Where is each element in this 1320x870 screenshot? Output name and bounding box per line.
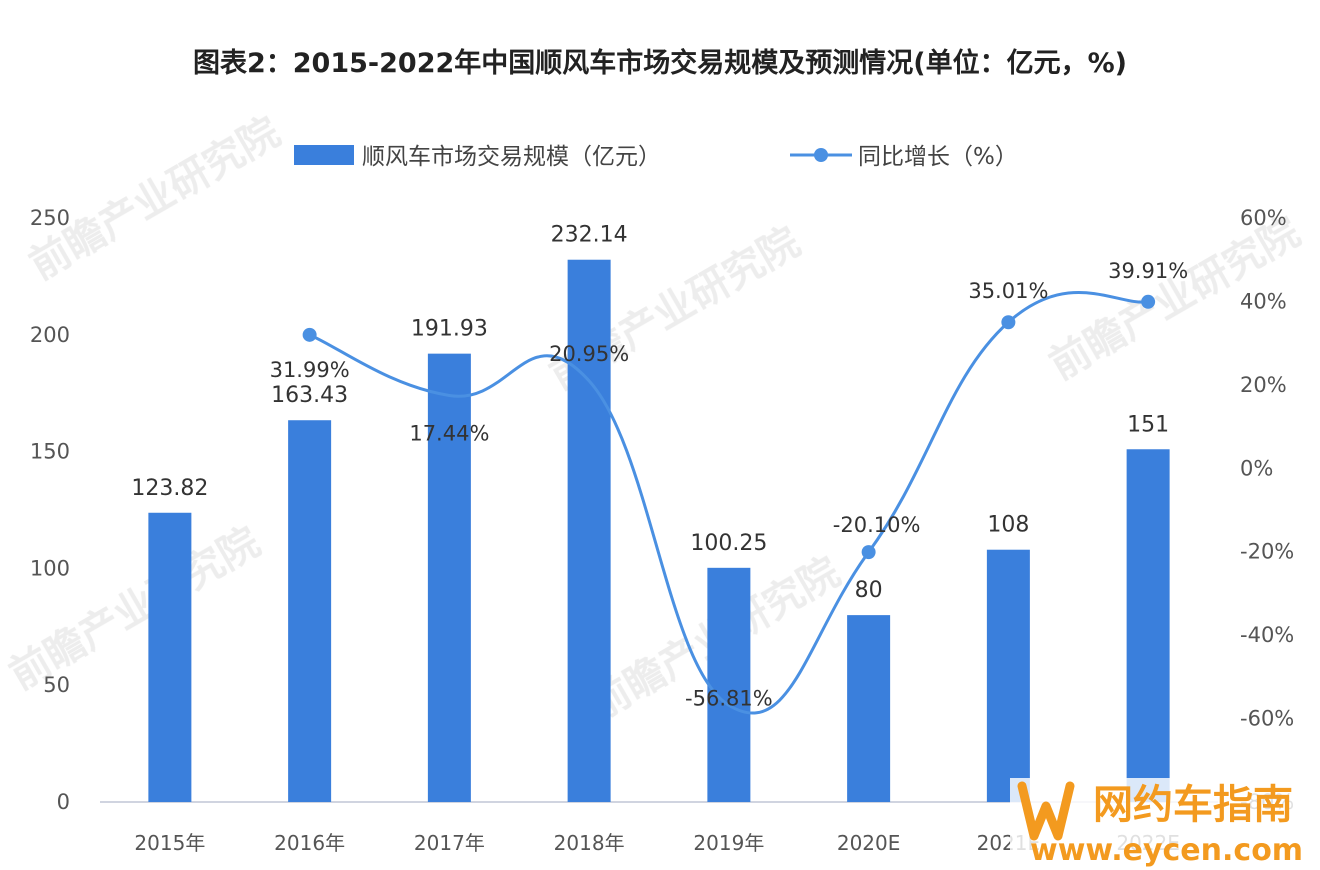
watermark-text-3: 前瞻产业研究院 (2, 519, 267, 699)
bar (288, 420, 332, 802)
growth-point (861, 545, 876, 560)
y-left-tick: 0 (57, 790, 70, 814)
legend-line-label: 同比增长（%） (858, 144, 1018, 170)
y-left-tick: 200 (30, 323, 70, 347)
y-right-tick: 20% (1240, 373, 1287, 397)
y-right-tick: 40% (1240, 289, 1287, 313)
legend-bar-swatch (294, 145, 354, 165)
logo-text: 网约车指南 (1093, 782, 1293, 828)
y-right-tick: -60% (1240, 707, 1294, 731)
legend-line-marker (814, 148, 828, 162)
logo-url: www.eycen.com (1030, 833, 1303, 868)
bar (1126, 449, 1170, 802)
growth-value-label: 20.95% (549, 342, 629, 366)
growth-value-label: 39.91% (1108, 259, 1188, 283)
x-tick: 2017年 (414, 831, 485, 855)
bar-value-label: 123.82 (131, 476, 208, 501)
growth-point (1141, 294, 1156, 309)
bar-value-label: 108 (987, 513, 1029, 538)
y-left-tick: 250 (30, 206, 70, 230)
site-logo: 网约车指南 www.eycen.com (1010, 778, 1320, 870)
bars (148, 259, 1170, 802)
x-tick: 2015年 (134, 831, 205, 855)
x-tick: 2019年 (693, 831, 764, 855)
bar (427, 353, 471, 802)
bar (148, 512, 192, 802)
growth-line (302, 290, 1156, 715)
y-right-tick: 60% (1240, 206, 1287, 230)
x-tick: 2020E (837, 831, 901, 855)
growth-value-label: 31.99% (270, 358, 350, 382)
bar (567, 259, 611, 802)
legend: 顺风车市场交易规模（亿元） 同比增长（%） (294, 144, 1018, 170)
growth-value-label: 17.44% (409, 422, 489, 446)
x-tick: 2016年 (274, 831, 345, 855)
y-right-tick: -40% (1240, 623, 1294, 647)
growth-point (302, 327, 317, 342)
bar-value-label: 80 (855, 578, 883, 603)
y-left-tick: 50 (43, 673, 70, 697)
bar-value-label: 232.14 (551, 223, 628, 248)
chart-title: 图表2：2015-2022年中国顺风车市场交易规模及预测情况(单位：亿元，%) (193, 47, 1127, 79)
growth-value-label: -56.81% (685, 686, 773, 710)
legend-bar-label: 顺风车市场交易规模（亿元） (362, 144, 661, 170)
watermark: 前瞻产业研究院 前瞻产业研究院 前瞻产业研究院 前瞻产业研究院 前瞻产业研究院 (2, 109, 1307, 729)
bar (707, 567, 751, 802)
growth-point (1001, 315, 1016, 330)
watermark-text-1: 前瞻产业研究院 (22, 109, 287, 289)
growth-value-label: 35.01% (968, 279, 1048, 303)
bar-value-label: 151 (1127, 412, 1169, 437)
growth-line-path (309, 290, 1149, 715)
bar-value-label: 191.93 (411, 317, 488, 342)
y-left-tick: 150 (30, 440, 70, 464)
bar (847, 615, 891, 802)
y-right-tick: -20% (1240, 540, 1294, 564)
y-right-tick: 0% (1240, 456, 1273, 480)
growth-value-label: -20.10% (833, 513, 921, 537)
data-labels: 123.82 163.43 191.93 232.14 100.25 80 108 151 31… (131, 223, 1188, 711)
y-left-tick: 100 (30, 556, 70, 580)
bar-value-label: 100.25 (690, 531, 767, 556)
bar-value-label: 163.43 (271, 383, 348, 408)
logo-w-icon (1017, 781, 1075, 841)
x-tick: 2018年 (554, 831, 625, 855)
bar (986, 549, 1030, 802)
